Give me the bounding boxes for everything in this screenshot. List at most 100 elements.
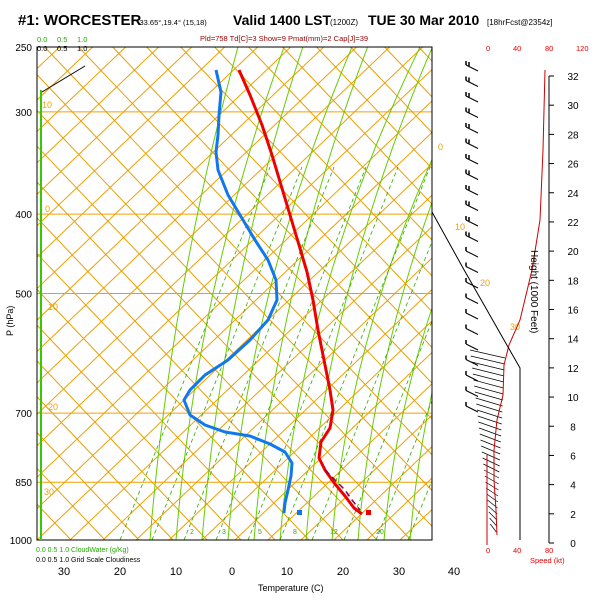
dry-adiabat-line <box>350 47 432 134</box>
height-tick-label: 12 <box>567 364 579 375</box>
mixing-ratio-label: 20 <box>376 529 384 536</box>
wind-barb <box>465 262 479 273</box>
isotherm-line <box>37 47 225 227</box>
speed-axis-title: Speed (kt) <box>530 556 565 565</box>
wind-barb-staff <box>465 188 479 196</box>
pressure-tick-label: 1000 <box>10 536 33 547</box>
dry-adiabat-line <box>37 109 432 528</box>
wind-barb-low <box>474 385 504 395</box>
wind-barb-staff <box>465 111 479 118</box>
wind-barb <box>465 154 479 165</box>
wind-barb-staff <box>465 157 479 165</box>
grid-clipped <box>37 47 432 540</box>
temperature-tick-label: 20 <box>114 566 126 578</box>
wind-barb-low <box>485 481 499 491</box>
pressure-tick-label: 400 <box>15 210 32 221</box>
wind-barb-staff <box>465 64 479 72</box>
height-tick-label: 16 <box>567 306 579 317</box>
moist-adiabat-line <box>175 47 285 540</box>
speed-bottom-80: 80 <box>545 546 553 555</box>
wind-barb-low <box>486 493 499 503</box>
moist-adiabat-line <box>201 47 304 540</box>
wind-barb <box>465 169 479 180</box>
isotherm-line <box>37 47 126 133</box>
wind-barb-low <box>472 373 504 383</box>
speed-top-80: 80 <box>545 44 553 53</box>
isotherm-label: 10 <box>48 302 58 312</box>
isotherm-label: 30 <box>44 487 54 497</box>
dry-adiabat-line <box>180 47 432 313</box>
wind-barb-staff <box>465 328 479 335</box>
utc-time: (1200Z) <box>330 18 358 27</box>
temperature-tick-label: 10 <box>281 566 293 578</box>
wind-barb-staff <box>465 343 479 351</box>
temperature-tick-label: 20 <box>337 566 349 578</box>
speed-top-120: 120 <box>576 44 589 53</box>
isotherm-line <box>37 163 432 540</box>
height-tick-label: 18 <box>567 276 579 287</box>
isotherm-label: 10 <box>455 222 465 232</box>
wind-barb <box>465 371 479 382</box>
pressure-tick-label: 850 <box>15 478 32 489</box>
dry-adiabat-line <box>112 47 432 384</box>
wind-barb-staff <box>465 235 479 242</box>
dry-adiabat-line <box>316 47 432 170</box>
parcel-line <box>324 469 361 511</box>
dry-adiabat-line <box>37 396 174 540</box>
isotherm-line <box>37 68 432 447</box>
isotherm-line <box>102 225 432 540</box>
height-tick-label: 24 <box>567 189 579 200</box>
wind-barb <box>465 61 479 72</box>
moist-adiabat-line <box>149 47 239 540</box>
stability-indices: Pld=758 Td[C]=3 Show=9 Pmat(mm)=2 Cap[J]… <box>200 34 368 43</box>
temperature-tick-label: 40 <box>448 566 460 578</box>
cloud-legend-top-1: 0.5 <box>57 35 67 44</box>
isotherm-label: 20 <box>48 402 58 412</box>
isotherm-line <box>37 47 324 321</box>
moist-adiabat-line <box>331 158 432 540</box>
wind-barb <box>465 309 479 320</box>
wind-barb-staff <box>465 281 479 289</box>
wind-barb <box>465 92 479 103</box>
mixing-ratio-label: 8 <box>293 529 297 536</box>
temperature-tick-label: 30 <box>58 566 70 578</box>
wind-barb-staff <box>465 219 479 227</box>
wind-barb-low <box>481 445 501 455</box>
isotherm-line <box>300 414 432 540</box>
speed-bottom-0: 0 <box>486 546 490 555</box>
wind-barb <box>465 340 479 351</box>
temperature-line <box>237 69 363 516</box>
height-axis-label: Height (1000 Feet) <box>528 250 539 333</box>
height-tick-label: 32 <box>567 72 579 83</box>
wind-barb-low <box>480 439 501 449</box>
mixing-ratio-label: 2 <box>190 529 194 536</box>
wind-barb-staff <box>465 312 479 320</box>
wind-barb-low <box>478 427 502 437</box>
wind-barb-low <box>471 361 505 371</box>
wind-barb-low <box>472 367 505 377</box>
grid-legend-top-0: 0.0 <box>37 44 47 53</box>
wind-barb-staff <box>465 204 479 211</box>
height-tick-label: 0 <box>570 539 576 550</box>
wind-barb-staff <box>465 374 479 382</box>
dry-adiabat-line <box>37 324 242 540</box>
temperature-tick-label: 10 <box>170 566 182 578</box>
dry-adiabat-line <box>37 252 310 540</box>
dry-adiabat-line <box>37 145 412 540</box>
isotherm-line <box>234 351 432 540</box>
isotherm-line <box>267 383 432 540</box>
wind-barb <box>465 293 479 304</box>
station-title: #1: WORCESTER <box>18 12 142 29</box>
pressure-tick-label: 700 <box>15 409 32 420</box>
isotherm-line <box>37 47 258 258</box>
wind-barb-staff <box>465 95 479 103</box>
isotherm-line <box>37 131 432 510</box>
plot-frame <box>36 46 433 541</box>
wind-barb <box>465 402 479 413</box>
wind-barb-low <box>474 391 503 401</box>
wind-barb-low <box>489 517 497 527</box>
surface-temperature-marker <box>366 510 371 515</box>
y-axis-label: P (hPa) <box>5 306 15 336</box>
wind-barb-low <box>490 523 497 533</box>
